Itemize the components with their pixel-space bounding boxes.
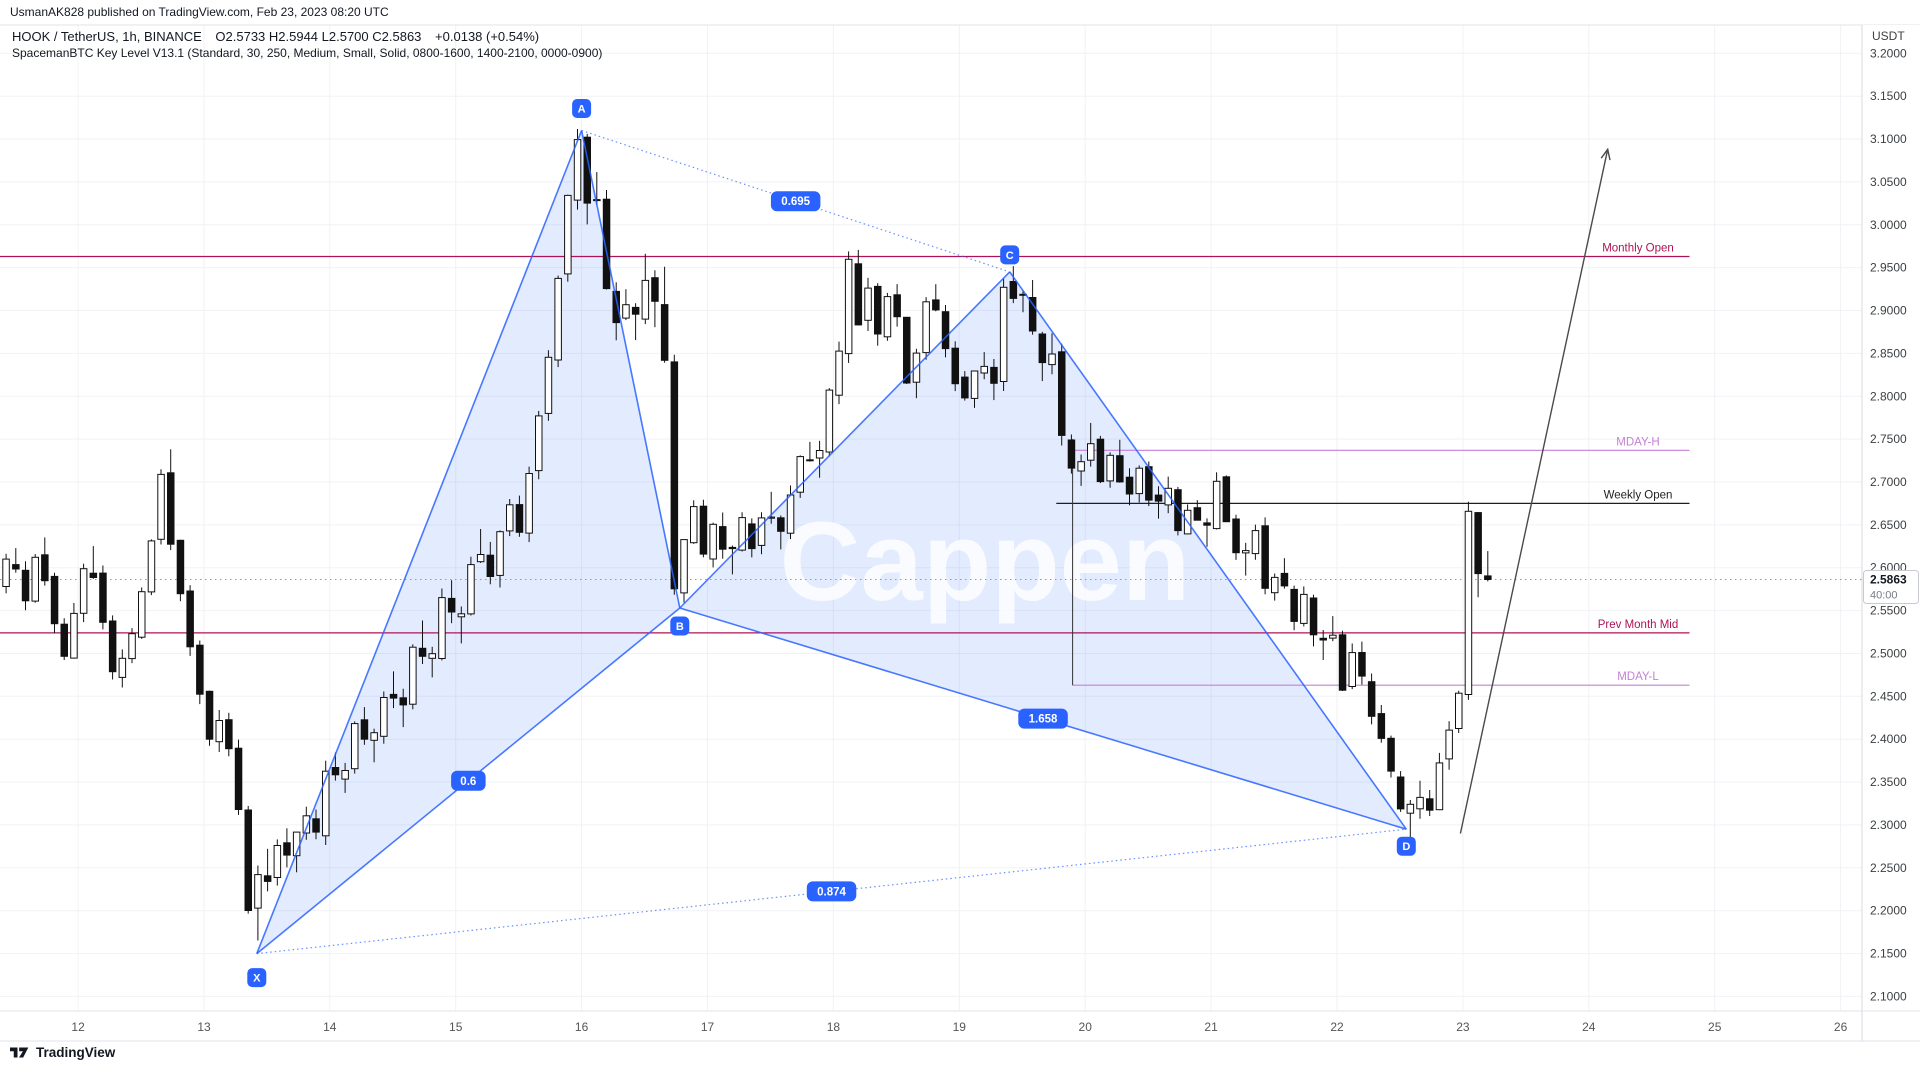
- price-tick: 2.5500: [1870, 604, 1907, 618]
- svg-text:C: C: [1006, 250, 1014, 262]
- footer: TradingView: [10, 1045, 115, 1060]
- price-tick: 2.3000: [1870, 818, 1907, 832]
- bar-countdown: 40:00: [1870, 590, 1898, 602]
- time-tick: 13: [197, 1020, 211, 1034]
- price-tick: 2.1000: [1870, 989, 1907, 1003]
- tradingview-logo-icon: [10, 1047, 29, 1058]
- time-tick: 19: [953, 1020, 967, 1034]
- svg-text:0.6: 0.6: [460, 776, 476, 788]
- price-tick: 3.0500: [1870, 175, 1907, 189]
- ratio-badge-1.658[interactable]: 1.658: [1018, 708, 1068, 729]
- time-tick: 22: [1330, 1020, 1344, 1034]
- price-tick: 3.1500: [1870, 89, 1907, 103]
- key-level-label-prev-month-mid: Prev Month Mid: [1598, 619, 1679, 631]
- svg-text:A: A: [578, 104, 586, 116]
- price-tick: 2.8000: [1870, 389, 1907, 403]
- price-tick: 2.1500: [1870, 947, 1907, 961]
- candles: [2, 129, 1492, 941]
- time-tick: 12: [71, 1020, 85, 1034]
- time-axis[interactable]: 12 13 14 15 16 17 18 19 20 21 22 23 24 25 26: [0, 1010, 1920, 1042]
- time-tick: 24: [1582, 1020, 1596, 1034]
- pattern-fill: [256, 130, 1407, 954]
- ratio-badge-0.6[interactable]: 0.6: [451, 770, 486, 791]
- time-tick: 25: [1708, 1020, 1722, 1034]
- price-tick: 2.5000: [1870, 647, 1907, 661]
- price-tick: 2.2000: [1870, 904, 1907, 918]
- price-tick: 2.9500: [1870, 261, 1907, 275]
- key-level-label-mday-h: MDAY-H: [1616, 436, 1659, 448]
- price-tick: 3.2000: [1870, 46, 1907, 60]
- time-tick: 16: [575, 1020, 589, 1034]
- price-tick: 2.8500: [1870, 346, 1907, 360]
- symbol-title: HOOK / TetherUS, 1h, BINANCE: [12, 29, 202, 44]
- svg-text:0.695: 0.695: [781, 196, 810, 208]
- price-tick: 2.7000: [1870, 475, 1907, 489]
- published-info: UsmanAK828 published on TradingView.com,…: [10, 5, 389, 19]
- key-level-label-mday-l: MDAY-L: [1617, 671, 1659, 683]
- pattern-point-B[interactable]: B: [670, 616, 690, 636]
- price-tick: 2.2500: [1870, 861, 1907, 875]
- time-tick: 26: [1834, 1020, 1848, 1034]
- tradingview-logo-text: TradingView: [36, 1045, 116, 1060]
- price-tick: 2.3500: [1870, 775, 1907, 789]
- pattern-point-D[interactable]: D: [1396, 836, 1416, 856]
- time-tick: 21: [1204, 1020, 1218, 1034]
- symbol-info: HOOK / TetherUS, 1h, BINANCE O2.5733 H2.…: [12, 29, 549, 44]
- key-levels: Monthly Open MDAY-H Weekly Open Prev Month …: [0, 243, 1690, 686]
- price-tick: 2.9000: [1870, 304, 1907, 318]
- svg-text:0.874: 0.874: [817, 886, 846, 898]
- price-tick: 3.0000: [1870, 218, 1907, 232]
- price-change: +0.0138 (+0.54%): [435, 29, 540, 44]
- key-level-label-weekly-open: Weekly Open: [1604, 489, 1673, 501]
- tradingview-logo[interactable]: TradingView: [10, 1045, 115, 1060]
- pattern-point-C[interactable]: C: [1000, 245, 1020, 265]
- svg-text:D: D: [1402, 841, 1410, 853]
- axis-currency-label: USDT: [1872, 29, 1905, 43]
- price-tick: 2.4500: [1870, 689, 1907, 703]
- ratio-badge-0.695[interactable]: 0.695: [770, 191, 821, 212]
- pattern-point-X[interactable]: X: [247, 968, 267, 988]
- svg-text:X: X: [253, 973, 261, 985]
- time-tick: 20: [1079, 1020, 1093, 1034]
- price-axis[interactable]: USDT 3.2000 3.1500 3.1000 3.0500 3.0000 2.9500…: [1861, 25, 1920, 1066]
- svg-text:1.658: 1.658: [1029, 714, 1058, 726]
- xabcd-pattern: 0.6 0.695 1.658 0.874 X A B C D: [247, 99, 1416, 988]
- trend-arrow[interactable]: [1459, 147, 1611, 834]
- svg-text:2.5863: 2.5863: [1870, 573, 1907, 587]
- key-level-label-monthly-open: Monthly Open: [1602, 243, 1674, 255]
- last-price-badge: 2.5863 40:00: [1863, 570, 1919, 604]
- watermark: Cappen: [780, 499, 1191, 624]
- price-tick: 2.7500: [1870, 432, 1907, 446]
- time-tick: 14: [323, 1020, 337, 1034]
- pattern-point-A[interactable]: A: [572, 99, 592, 118]
- ohlc-values: O2.5733 H2.5944 L2.5700 C2.5863: [215, 29, 422, 44]
- indicator-info: SpacemanBTC Key Level V13.1 (Standard, 3…: [12, 46, 603, 60]
- time-tick: 15: [449, 1020, 463, 1034]
- time-tick: 23: [1456, 1020, 1470, 1034]
- price-tick: 3.1000: [1870, 132, 1907, 146]
- price-tick: 2.4000: [1870, 732, 1907, 746]
- grid: [0, 25, 1862, 1011]
- time-tick: 18: [827, 1020, 841, 1034]
- time-tick: 17: [701, 1020, 715, 1034]
- ratio-badge-0.874[interactable]: 0.874: [806, 881, 857, 902]
- svg-text:B: B: [676, 621, 684, 633]
- price-tick: 2.6500: [1870, 518, 1907, 532]
